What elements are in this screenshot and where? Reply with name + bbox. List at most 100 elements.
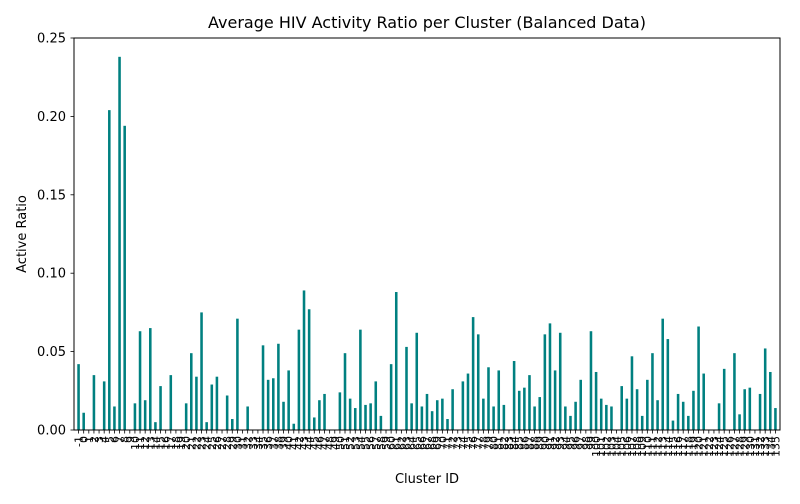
x-tick-label: 11 bbox=[134, 436, 147, 450]
bar-cluster-0 bbox=[82, 412, 85, 430]
chart-title: Average HIV Activity Ratio per Cluster (… bbox=[208, 13, 646, 32]
x-tick-label: 105 bbox=[616, 436, 629, 457]
x-tick-label: 35 bbox=[257, 436, 270, 450]
x-tick-label: 86 bbox=[518, 436, 531, 450]
x-tick-label: 78 bbox=[477, 436, 490, 450]
x-tick-label: 16 bbox=[160, 436, 173, 450]
bar-cluster-118 bbox=[687, 415, 690, 430]
bar-cluster-10 bbox=[133, 403, 137, 430]
bar-cluster-23 bbox=[200, 312, 203, 430]
x-tick-label: 91 bbox=[544, 436, 557, 450]
bar-cluster-121 bbox=[702, 373, 705, 430]
x-tick-label: 6 bbox=[108, 436, 121, 443]
bar-cluster-53 bbox=[353, 408, 357, 430]
bar-cluster-5 bbox=[108, 110, 111, 430]
plot-frame bbox=[73, 37, 781, 431]
x-tick-label: 45 bbox=[308, 436, 321, 450]
bar-cluster-115 bbox=[671, 420, 675, 430]
bar-cluster--1 bbox=[77, 364, 80, 430]
bar-cluster-46 bbox=[318, 400, 321, 430]
bar-cluster-26 bbox=[215, 376, 219, 430]
x-tick-label: 126 bbox=[723, 436, 736, 457]
bar-cluster-68 bbox=[430, 411, 434, 430]
bar-cluster-13 bbox=[149, 328, 152, 430]
x-tick-label: 95 bbox=[564, 436, 577, 450]
bar-cluster-58 bbox=[379, 415, 383, 430]
x-tick-label: 102 bbox=[600, 436, 613, 457]
x-tick-label: 101 bbox=[595, 436, 608, 457]
x-tick-label: 10 bbox=[129, 436, 142, 450]
bar-cluster-75 bbox=[466, 373, 470, 430]
x-tick-label: 30 bbox=[231, 436, 244, 450]
bar-cluster-36 bbox=[266, 379, 270, 430]
bar-cluster-12 bbox=[143, 400, 147, 430]
x-tick-label: 79 bbox=[482, 436, 495, 450]
x-tick-label: 24 bbox=[201, 436, 214, 450]
x-axis-label: Cluster ID bbox=[395, 472, 459, 487]
x-tick-label: 112 bbox=[652, 436, 665, 457]
x-tick-label: 132 bbox=[754, 436, 767, 457]
bar-cluster-133 bbox=[763, 348, 767, 430]
x-tick-label: 127 bbox=[728, 436, 741, 457]
bar-cluster-64 bbox=[410, 403, 413, 430]
x-tick-label: 128 bbox=[734, 436, 747, 457]
bar-cluster-40 bbox=[287, 370, 290, 430]
bar-cluster-45 bbox=[312, 417, 316, 430]
bar-cluster-67 bbox=[425, 393, 429, 430]
x-tick-label: 57 bbox=[370, 436, 383, 450]
bar-cluster-80 bbox=[492, 406, 495, 430]
bar-cluster-81 bbox=[497, 370, 501, 430]
x-tick-label: 38 bbox=[272, 436, 285, 450]
x-tick-label: 123 bbox=[708, 436, 721, 457]
x-tick-label: 13 bbox=[144, 436, 157, 450]
bar-cluster-52 bbox=[348, 398, 352, 430]
x-tick-label: 19 bbox=[175, 436, 188, 450]
bar-cluster-89 bbox=[538, 397, 542, 430]
bar-cluster-127 bbox=[733, 353, 736, 430]
bar-cluster-103 bbox=[610, 406, 613, 430]
x-tick-label: 48 bbox=[324, 436, 337, 450]
bar-cluster-91 bbox=[548, 323, 552, 430]
bar-cluster-92 bbox=[553, 370, 557, 430]
bar-cluster-47 bbox=[323, 393, 326, 430]
x-tick-label: 49 bbox=[329, 436, 342, 450]
x-tick-label: 100 bbox=[590, 436, 603, 457]
x-tick-label: 80 bbox=[488, 436, 501, 450]
bar-cluster-51 bbox=[343, 353, 347, 430]
bar-cluster-6 bbox=[113, 406, 116, 430]
x-tick-label: 85 bbox=[513, 436, 526, 450]
x-tick-label: 15 bbox=[155, 436, 168, 450]
x-tick-label: 130 bbox=[744, 436, 757, 457]
bar-cluster-2 bbox=[92, 375, 96, 430]
x-ticks-group: -101234567891011121314151617181920212223… bbox=[73, 430, 782, 457]
bar-cluster-41 bbox=[292, 423, 296, 430]
x-tick-label: 54 bbox=[354, 436, 367, 450]
x-tick-label: 116 bbox=[672, 436, 685, 457]
bar-cluster-28 bbox=[225, 395, 229, 430]
x-tick-label: 117 bbox=[677, 436, 690, 457]
x-tick-label: -1 bbox=[73, 436, 86, 447]
bar-cluster-56 bbox=[369, 403, 372, 430]
x-tick-label: 114 bbox=[662, 436, 675, 457]
x-tick-label: 82 bbox=[498, 436, 511, 450]
bar-cluster-79 bbox=[487, 367, 490, 430]
x-tick-label: 14 bbox=[149, 436, 162, 450]
x-tick-label: 108 bbox=[631, 436, 644, 457]
bar-cluster-114 bbox=[666, 339, 670, 430]
bar-cluster-85 bbox=[517, 390, 521, 430]
x-tick-label: 40 bbox=[283, 436, 296, 450]
bar-cluster-69 bbox=[435, 400, 439, 430]
x-tick-label: 20 bbox=[180, 436, 193, 450]
x-tick-label: 111 bbox=[646, 436, 659, 457]
x-tick-label: 98 bbox=[580, 436, 593, 450]
bar-cluster-17 bbox=[169, 375, 173, 430]
x-tick-label: 65 bbox=[411, 436, 424, 450]
x-tick-label: 74 bbox=[457, 436, 470, 450]
x-tick-label: 71 bbox=[441, 436, 454, 450]
x-tick-label: 43 bbox=[298, 436, 311, 450]
bar-cluster-117 bbox=[681, 401, 685, 430]
bar-cluster-99 bbox=[589, 331, 593, 430]
x-tick-label: 120 bbox=[693, 436, 706, 457]
x-tick-label: 33 bbox=[247, 436, 260, 450]
